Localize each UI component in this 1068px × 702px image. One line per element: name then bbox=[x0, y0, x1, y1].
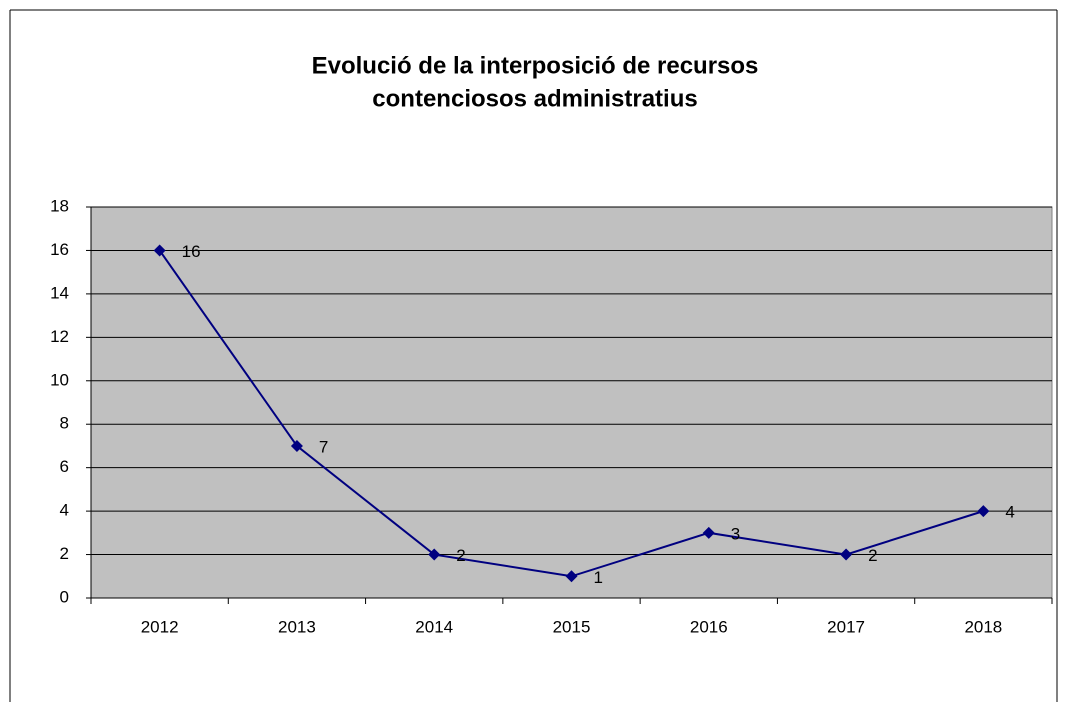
plot-area bbox=[90, 206, 1053, 599]
y-tick-label: 10 bbox=[50, 370, 69, 389]
point-marker bbox=[702, 526, 715, 539]
x-tick-label: 2014 bbox=[415, 617, 453, 636]
y-tick-label: 8 bbox=[60, 414, 69, 433]
x-tick-label: 2012 bbox=[141, 617, 179, 636]
y-tick-label: 0 bbox=[60, 587, 69, 606]
point-marker bbox=[153, 244, 166, 257]
y-tick-label: 2 bbox=[60, 544, 69, 563]
point-marker bbox=[977, 505, 990, 518]
y-tick-label: 4 bbox=[60, 501, 69, 520]
x-tick-label: 2016 bbox=[690, 617, 728, 636]
data-label: 2 bbox=[868, 546, 877, 565]
point-marker bbox=[428, 548, 441, 561]
data-label: 2 bbox=[456, 546, 465, 565]
y-tick-label: 12 bbox=[50, 327, 69, 346]
chart-title: contenciosos administratius bbox=[372, 85, 697, 112]
y-tick-label: 16 bbox=[50, 240, 69, 259]
point-marker bbox=[290, 439, 303, 452]
x-tick-label: 2017 bbox=[827, 617, 865, 636]
chart-title: Evolució de la interposició de recursos bbox=[312, 52, 759, 79]
x-tick-label: 2018 bbox=[964, 617, 1002, 636]
point-marker bbox=[840, 548, 853, 561]
x-tick-label: 2015 bbox=[553, 617, 591, 636]
data-label: 1 bbox=[594, 568, 603, 587]
data-label: 4 bbox=[1005, 503, 1014, 522]
y-tick-label: 6 bbox=[60, 457, 69, 476]
x-tick-label: 2013 bbox=[278, 617, 316, 636]
y-tick-label: 14 bbox=[50, 283, 69, 302]
data-label: 16 bbox=[182, 242, 201, 261]
data-label: 3 bbox=[731, 524, 740, 543]
point-marker bbox=[565, 570, 578, 583]
data-label: 7 bbox=[319, 437, 328, 456]
y-tick-label: 18 bbox=[50, 196, 69, 215]
